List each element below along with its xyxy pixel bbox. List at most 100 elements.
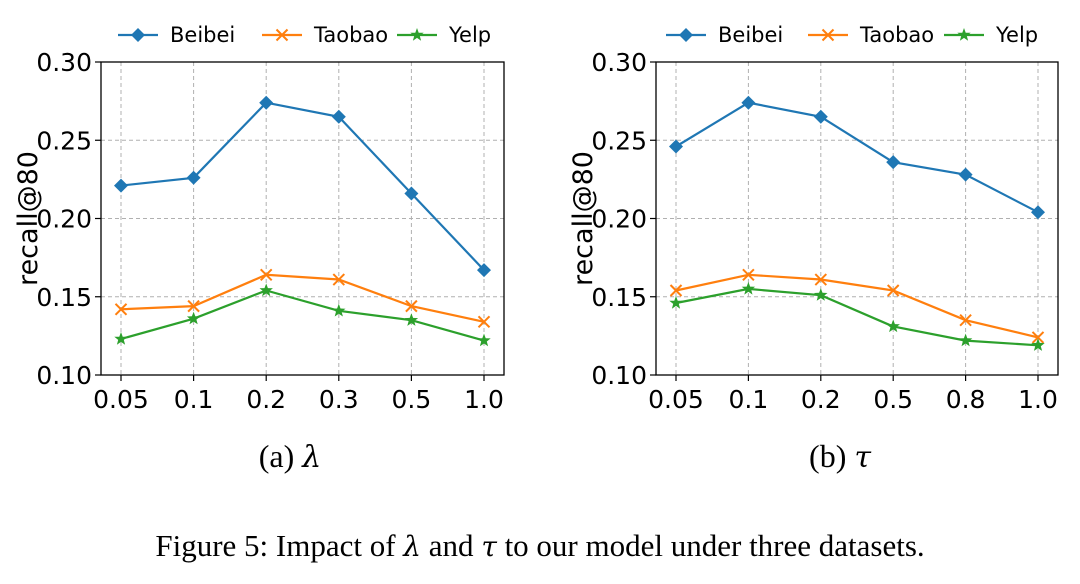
data-point-beibei [669, 139, 683, 154]
data-point-beibei [886, 155, 901, 170]
data-point-taobao-stroke-b [669, 284, 683, 297]
data-point-yelp [404, 313, 419, 326]
y-tick-label: 0.15 [36, 283, 92, 312]
data-point-taobao-stroke-b [477, 315, 491, 328]
x-tick-label: 0.1 [729, 385, 769, 414]
legend-swatch-marker [679, 28, 693, 42]
data-point-yelp [1031, 338, 1045, 351]
x-tick-label: 0.2 [801, 385, 841, 414]
subcaption-symbol: τ [854, 440, 871, 475]
x-tick-label: 1.0 [1018, 385, 1058, 414]
data-point-yelp [477, 333, 491, 347]
series-line-yelp [120, 289, 485, 342]
data-point-beibei [186, 170, 201, 185]
data-point-beibei [259, 95, 274, 110]
x-tick-label: 0.05 [93, 385, 149, 414]
data-point-yelp [332, 303, 346, 317]
data-point-taobao [259, 268, 273, 282]
x-tick-label: 0.3 [319, 385, 359, 414]
legend-item-beibei: Beibei [118, 23, 235, 47]
data-point-taobao [405, 299, 418, 313]
data-point-taobao [814, 273, 828, 286]
legend-label: Yelp [448, 23, 491, 47]
legend-label: Beibei [718, 23, 783, 47]
data-point-taobao [886, 284, 900, 297]
data-point-beibei [958, 167, 973, 182]
y-tick-label: 0.20 [591, 205, 647, 234]
data-point-yelp [114, 332, 128, 345]
caption-symbol-lambda: λ [403, 530, 422, 563]
data-point-taobao-stroke-b [1031, 331, 1045, 344]
data-point-beibei [741, 95, 756, 110]
data-point-taobao [959, 314, 972, 327]
legend-label: Taobao [313, 23, 388, 47]
legend-item-taobao: Taobao [262, 23, 388, 47]
x-tick-label: 0.05 [648, 385, 704, 414]
series-line-beibei [675, 101, 1039, 214]
legend-item-yelp: Yelp [944, 23, 1038, 47]
panel-lambda: 0.05 0.1 0.2 0.3 0.5 1.0 0.10 0.15 0.20 0.25 0.30 r… [13, 23, 505, 475]
x-tick-label: 0.5 [392, 385, 432, 414]
legend-label: Beibei [170, 23, 235, 47]
caption-suffix: to our model under three datasets. [496, 528, 925, 563]
data-point-taobao-stroke-b [332, 273, 346, 286]
data-point-taobao [742, 268, 755, 282]
data-point-beibei [114, 178, 128, 193]
data-point-taobao-stroke-b [114, 303, 128, 316]
caption-mid: and [421, 528, 482, 563]
series-line-taobao [675, 273, 1039, 339]
legend-swatch-marker [821, 28, 835, 42]
legend: Beibei Taobao Yelp [118, 23, 491, 47]
data-point-yelp [814, 288, 828, 301]
figure-caption: Figure 5: Impact of λ and τ to our model… [0, 528, 1080, 564]
legend-label: Yelp [995, 23, 1038, 47]
data-point-taobao-stroke-b [814, 273, 828, 286]
series-beibei [114, 95, 491, 278]
legend-swatch-marker [410, 28, 424, 41]
series-taobao [114, 268, 491, 328]
y-axis-title: recall@80 [568, 151, 599, 286]
data-point-taobao [187, 299, 200, 313]
data-point-yelp [669, 296, 683, 309]
y-tick-label: 0.20 [36, 205, 92, 234]
x-tick-label: 1.0 [464, 385, 504, 414]
data-point-yelp [886, 319, 900, 333]
series-line-yelp [675, 287, 1039, 347]
data-point-yelp [259, 283, 273, 297]
y-tick-label: 0.15 [591, 283, 647, 312]
series-taobao [669, 268, 1045, 344]
data-point-beibei [331, 109, 346, 124]
y-tick-label: 0.30 [591, 48, 647, 77]
series-yelp [114, 283, 491, 347]
data-point-beibei [813, 109, 828, 124]
x-tick-label: 0.1 [174, 385, 214, 414]
legend-swatch-marker [131, 28, 145, 42]
data-point-taobao-stroke-b [742, 268, 755, 282]
y-tick-label: 0.10 [591, 361, 647, 390]
data-point-taobao-stroke-b [405, 299, 418, 313]
subcaption-symbol: λ [301, 440, 321, 475]
legend-swatch-marker [275, 28, 289, 42]
legend: Beibei Taobao Yelp [666, 23, 1038, 47]
legend-item-beibei: Beibei [666, 23, 783, 47]
legend-swatch-marker-stroke-b [275, 28, 289, 42]
legend-swatch-marker [957, 28, 971, 41]
data-point-taobao-stroke-b [959, 314, 972, 327]
series-line-taobao [120, 273, 485, 323]
y-tick-label: 0.25 [36, 126, 92, 155]
data-point-taobao [477, 315, 491, 328]
data-point-taobao-stroke-b [259, 268, 273, 282]
data-point-taobao [332, 273, 346, 286]
data-point-beibei [1031, 205, 1045, 220]
legend-label: Taobao [859, 23, 934, 47]
legend-item-yelp: Yelp [397, 23, 491, 47]
data-point-beibei [477, 263, 491, 278]
subcaption: (b) τ [809, 438, 871, 475]
series-yelp [669, 281, 1045, 351]
x-tick-label: 0.2 [246, 385, 286, 414]
data-point-beibei [404, 186, 419, 201]
data-point-taobao-stroke-b [886, 284, 900, 297]
data-point-taobao [114, 303, 128, 316]
series-beibei [669, 95, 1045, 220]
